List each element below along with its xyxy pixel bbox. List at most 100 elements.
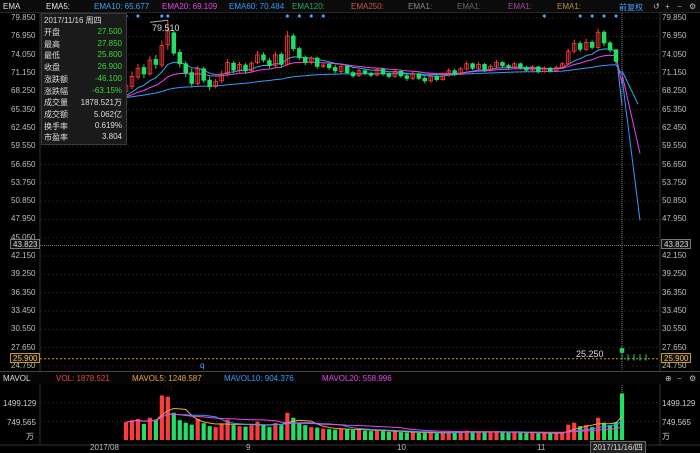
candle-body bbox=[464, 63, 469, 70]
vol-axis-right-top: 1499.129 bbox=[662, 399, 696, 408]
candle-body bbox=[470, 63, 475, 69]
price-tick-left: 39.250 bbox=[11, 269, 36, 279]
info-row-value: -46.100 bbox=[94, 73, 122, 83]
candle-body bbox=[416, 73, 422, 79]
candle-body bbox=[428, 76, 434, 82]
vol-axis-left-top: 1499.129 bbox=[3, 399, 37, 408]
volume-bar bbox=[590, 427, 595, 440]
settings-icon[interactable]: ⚙ bbox=[689, 2, 697, 11]
volume-bar bbox=[601, 422, 607, 440]
candle-body bbox=[500, 62, 505, 67]
signal-marker bbox=[321, 14, 326, 18]
price-tick-right: 56.650 bbox=[662, 159, 687, 169]
candle-body bbox=[571, 43, 577, 52]
info-row: 涨跌幅 -63.15% bbox=[44, 86, 122, 98]
current-price-right: 25.900 bbox=[661, 353, 692, 363]
info-row-label: 开盘 bbox=[44, 28, 60, 37]
volume-bar bbox=[386, 431, 392, 440]
volume-bar bbox=[524, 433, 529, 440]
volume-bar bbox=[380, 431, 386, 440]
candle-body bbox=[255, 54, 260, 63]
candle-body bbox=[565, 50, 571, 65]
volume-bar bbox=[512, 432, 517, 440]
candle-body bbox=[440, 74, 445, 80]
volume-indicator-name[interactable]: MAVOL bbox=[3, 374, 31, 383]
candle-body bbox=[494, 62, 499, 67]
candle-body bbox=[595, 31, 601, 48]
candle-body bbox=[159, 45, 165, 66]
candle-body bbox=[165, 30, 171, 46]
ema20-label: EMA20: 69.109 bbox=[162, 2, 218, 11]
candle-body bbox=[219, 73, 224, 82]
info-date-row: 2017/11/16 周四 bbox=[44, 15, 122, 27]
zoom-out-icon[interactable]: − bbox=[677, 2, 682, 11]
volume-bar bbox=[518, 432, 523, 440]
volume-bar bbox=[123, 422, 129, 440]
volume-bar bbox=[195, 418, 200, 440]
volume-bar bbox=[345, 429, 350, 440]
price-tick-right: 24.750 bbox=[662, 361, 687, 370]
price-tick-right: 39.250 bbox=[662, 269, 687, 279]
price-tick-left: 27.650 bbox=[11, 342, 36, 352]
volume-bar bbox=[500, 432, 505, 440]
zoom-in-icon[interactable]: + bbox=[665, 2, 670, 11]
candle-body bbox=[213, 81, 218, 87]
ohlc-info-panel: 2017/11/16 周四 开盘 27.500 最高 27.850 最低 25.800 收盘… bbox=[41, 13, 127, 145]
candle-body bbox=[374, 69, 380, 76]
candle-body bbox=[368, 72, 374, 76]
signal-marker bbox=[135, 14, 140, 18]
volume-bar bbox=[560, 432, 565, 440]
volume-bar bbox=[398, 432, 403, 440]
cursor-marker: q bbox=[200, 361, 205, 370]
volume-bar bbox=[476, 431, 481, 440]
price-tick-right: 27.650 bbox=[662, 342, 687, 352]
volume-bar bbox=[542, 433, 547, 440]
volume-bar bbox=[273, 423, 278, 440]
vol-settings-icon[interactable]: ⚙ bbox=[689, 374, 697, 383]
volume-bar bbox=[530, 432, 535, 440]
info-row-label: 收盘 bbox=[44, 63, 60, 73]
candle-body bbox=[446, 70, 451, 75]
info-row-label: 最低 bbox=[44, 51, 60, 61]
info-row-label: 最高 bbox=[44, 39, 60, 49]
price-tick-left: 56.650 bbox=[11, 159, 36, 169]
price-tick-right: 30.550 bbox=[662, 324, 687, 334]
back-icon[interactable]: ↺ bbox=[653, 2, 660, 11]
ema10-tail bbox=[621, 70, 639, 105]
ema120-label: EMA120: bbox=[292, 2, 325, 11]
volume-bar bbox=[249, 425, 254, 440]
info-row-value: 0.619% bbox=[94, 120, 122, 130]
mavol20-label: MAVOL20: 558.996 bbox=[322, 374, 392, 383]
volume-bar bbox=[584, 425, 589, 440]
volume-bar bbox=[554, 433, 559, 440]
vol-minus-icon[interactable]: − bbox=[677, 374, 682, 383]
volume-bar bbox=[225, 419, 230, 440]
volume-bar bbox=[536, 433, 541, 440]
candle-body bbox=[536, 66, 541, 72]
signal-marker bbox=[614, 14, 619, 18]
candle-body bbox=[554, 67, 559, 72]
indicator-header: EMA EMA5: EMA10: 65.677 EMA20: 69.109 EM… bbox=[0, 0, 700, 13]
vol-zoom-icon[interactable]: ⊕ bbox=[665, 374, 672, 383]
candle-body bbox=[607, 42, 613, 51]
candle-body bbox=[314, 57, 320, 67]
indicator-name[interactable]: EMA bbox=[3, 2, 21, 11]
high-marker-line bbox=[149, 19, 168, 23]
volume-bar bbox=[613, 422, 619, 440]
info-row-label: 涨跌额 bbox=[44, 74, 68, 84]
price-tick-left: 65.350 bbox=[11, 104, 36, 114]
volume-bar bbox=[578, 426, 583, 440]
info-row-label: 成交额 bbox=[44, 109, 68, 119]
ema-line bbox=[125, 54, 623, 98]
price-tick-left: 76.950 bbox=[11, 31, 36, 41]
volume-bar bbox=[446, 431, 451, 440]
signal-marker bbox=[578, 14, 583, 18]
ema-extra3-label: EMA1: bbox=[508, 2, 533, 11]
signal-marker bbox=[542, 14, 547, 18]
adjust-button[interactable]: 前复权 bbox=[619, 3, 643, 12]
candle-body bbox=[577, 43, 583, 50]
volume-bar bbox=[177, 420, 182, 440]
volume-bar bbox=[482, 432, 487, 440]
candle-body bbox=[332, 67, 338, 72]
